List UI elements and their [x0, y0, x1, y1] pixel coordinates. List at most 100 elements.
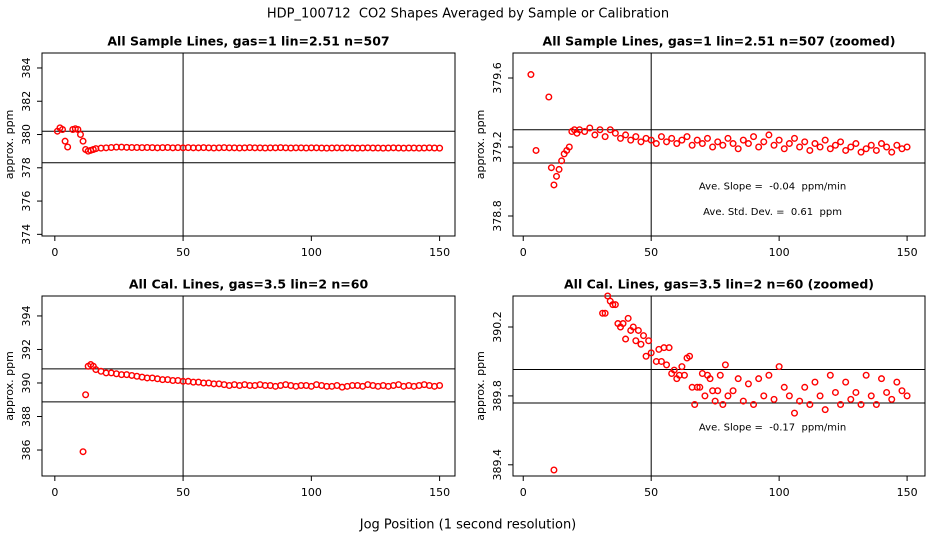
- point: [734, 145, 742, 153]
- y-tick-label: 382: [20, 91, 33, 112]
- point: [76, 131, 84, 139]
- point: [847, 143, 855, 151]
- point: [647, 349, 655, 357]
- point: [673, 140, 681, 148]
- x-tick-label: 100: [301, 486, 322, 499]
- point: [79, 137, 87, 145]
- point: [637, 340, 645, 348]
- x-tick-label: 100: [769, 246, 790, 259]
- panel-title: All Sample Lines, gas=1 lin=2.51 n=507: [107, 34, 389, 49]
- point: [801, 383, 809, 391]
- point: [872, 146, 880, 154]
- point: [750, 401, 758, 409]
- point: [765, 371, 773, 379]
- point: [857, 148, 865, 156]
- point: [877, 140, 885, 148]
- y-tick-label: 378.8: [491, 200, 504, 232]
- point: [693, 383, 701, 391]
- y-tick-label: 379.2: [491, 131, 504, 163]
- point: [893, 141, 901, 149]
- point: [619, 320, 627, 328]
- point: [775, 136, 783, 144]
- point: [790, 134, 798, 142]
- x-tick-label: 50: [644, 246, 658, 259]
- point: [82, 391, 90, 399]
- y-tick-label: 389.8: [491, 380, 504, 412]
- point: [596, 126, 604, 134]
- plot-frame: [41, 52, 456, 237]
- point: [724, 392, 732, 400]
- point: [632, 133, 640, 141]
- point: [640, 332, 648, 340]
- point: [831, 141, 839, 149]
- point: [816, 143, 824, 151]
- point: [436, 381, 444, 389]
- point: [755, 375, 763, 383]
- figure-title: HDP_100712 CO2 Shapes Averaged by Sample…: [267, 7, 669, 22]
- y-tick-label: 378: [20, 157, 33, 178]
- panel-title: All Cal. Lines, gas=3.5 lin=2 n=60: [129, 277, 369, 292]
- point: [436, 144, 444, 152]
- point: [790, 409, 798, 417]
- point: [601, 133, 609, 141]
- point: [796, 397, 804, 405]
- point: [698, 140, 706, 148]
- point: [729, 387, 737, 395]
- point: [852, 140, 860, 148]
- point: [760, 392, 768, 400]
- point: [61, 137, 69, 145]
- point: [831, 388, 839, 396]
- point: [586, 124, 594, 132]
- x-tick-label: 0: [520, 246, 527, 259]
- point: [780, 383, 788, 391]
- point: [877, 375, 885, 383]
- point: [657, 357, 665, 365]
- point: [663, 361, 671, 369]
- point: [719, 141, 727, 149]
- point: [837, 138, 845, 146]
- point: [532, 146, 540, 154]
- point: [657, 133, 665, 141]
- point: [770, 395, 778, 403]
- point: [622, 131, 630, 139]
- point: [670, 366, 678, 374]
- point: [811, 140, 819, 148]
- point: [785, 392, 793, 400]
- y-tick-label: 392: [20, 339, 33, 360]
- point: [872, 401, 880, 409]
- y-tick-label: 388: [20, 406, 33, 427]
- point: [775, 363, 783, 371]
- point: [801, 138, 809, 146]
- point: [903, 392, 911, 400]
- point: [806, 146, 814, 154]
- y-tick-label: 390: [20, 372, 33, 393]
- point: [668, 134, 676, 142]
- x-tick-label: 100: [301, 246, 322, 259]
- x-tick-label: 150: [429, 246, 450, 259]
- point: [826, 371, 834, 379]
- point: [701, 392, 709, 400]
- point: [862, 145, 870, 153]
- point: [606, 126, 614, 134]
- y-tick-label: 380: [20, 124, 33, 145]
- point: [547, 164, 555, 172]
- point: [527, 71, 535, 79]
- point: [867, 141, 875, 149]
- point: [64, 143, 72, 151]
- point: [634, 326, 642, 334]
- x-tick-label: 150: [429, 486, 450, 499]
- point: [724, 134, 732, 142]
- point: [686, 352, 694, 360]
- point: [867, 392, 875, 400]
- point: [706, 375, 714, 383]
- point: [629, 323, 637, 331]
- x-tick-label: 50: [176, 486, 190, 499]
- point: [734, 375, 742, 383]
- point: [883, 143, 891, 151]
- point: [550, 466, 558, 474]
- point: [632, 337, 640, 345]
- point: [816, 392, 824, 400]
- point: [744, 380, 752, 388]
